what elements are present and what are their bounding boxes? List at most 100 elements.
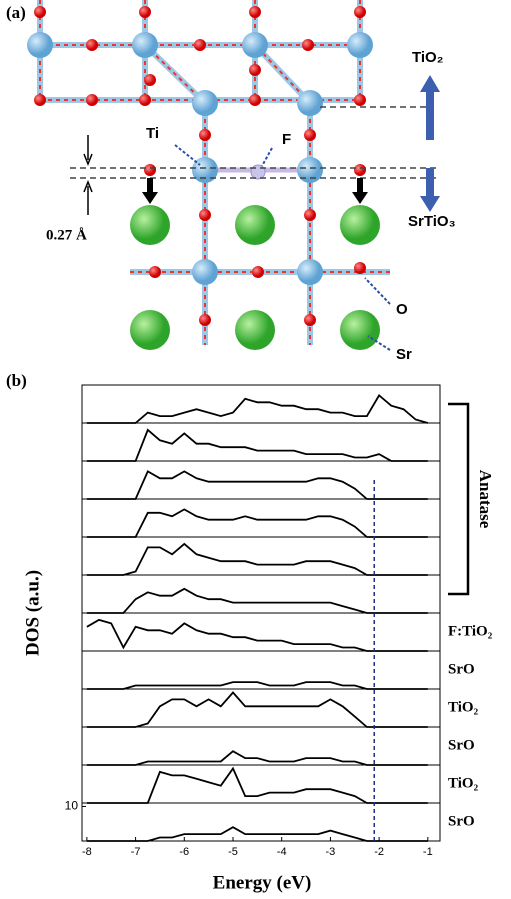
x-tick-label: -2 bbox=[374, 846, 384, 858]
f-atom bbox=[250, 164, 266, 180]
arrow bbox=[142, 178, 158, 204]
ti-atom bbox=[297, 259, 323, 285]
x-tick-label: -6 bbox=[179, 846, 189, 858]
o-atom bbox=[139, 94, 151, 106]
o-atom bbox=[302, 39, 314, 51]
sr-atom bbox=[130, 310, 170, 350]
arrow bbox=[420, 168, 440, 212]
ti-atom bbox=[27, 32, 53, 58]
series-label: TiO₂ bbox=[448, 699, 479, 715]
dos-line bbox=[86, 766, 428, 804]
dos-line bbox=[86, 750, 428, 766]
o-atom bbox=[194, 39, 206, 51]
shift-label: 0.27 Å bbox=[46, 227, 87, 243]
series-label: TiO₂ bbox=[448, 775, 479, 791]
ti-atom bbox=[192, 90, 218, 116]
o-atom bbox=[34, 6, 46, 18]
panel-frame bbox=[81, 536, 441, 576]
dos-line bbox=[86, 618, 428, 652]
atom-label: O bbox=[396, 301, 408, 318]
pointer bbox=[261, 147, 273, 167]
x-tick-label: -7 bbox=[131, 846, 141, 858]
panel-frame bbox=[81, 460, 441, 500]
panel-label: (b) bbox=[6, 371, 27, 390]
o-atom bbox=[149, 266, 161, 278]
series-label: SrO bbox=[448, 813, 475, 829]
sr-atom bbox=[340, 310, 380, 350]
dos-line bbox=[86, 691, 428, 728]
crystal-structure bbox=[27, 0, 440, 351]
ti-atom bbox=[297, 157, 323, 183]
dos-line bbox=[86, 587, 428, 614]
arrow bbox=[352, 178, 368, 204]
x-tick-label: -1 bbox=[423, 846, 433, 858]
ti-atom bbox=[192, 259, 218, 285]
o-atom bbox=[86, 94, 98, 106]
ti-atom bbox=[242, 32, 268, 58]
panel-frame bbox=[81, 802, 441, 842]
o-atom bbox=[304, 209, 316, 221]
panel-frame bbox=[81, 612, 441, 652]
o-atom bbox=[354, 94, 366, 106]
arrow bbox=[83, 135, 93, 215]
panel-frame bbox=[81, 764, 441, 804]
arrow bbox=[420, 75, 440, 140]
bond bbox=[254, 44, 311, 104]
panel-frame bbox=[81, 574, 441, 614]
series-label: F:TiO₂ bbox=[448, 623, 493, 639]
o-atom bbox=[304, 129, 316, 141]
y-axis-label: DOS (a.u.) bbox=[22, 570, 43, 656]
o-atom bbox=[354, 164, 366, 176]
x-axis-label: Energy (eV) bbox=[213, 872, 312, 893]
pointer bbox=[367, 335, 391, 351]
bond bbox=[144, 44, 206, 104]
o-atom bbox=[249, 6, 261, 18]
ti-atom bbox=[132, 32, 158, 58]
panel-frame bbox=[81, 688, 441, 728]
group-label: Anatase bbox=[476, 470, 495, 529]
o-atom bbox=[354, 262, 366, 274]
o-atom bbox=[304, 314, 316, 326]
x-tick-label: -4 bbox=[277, 846, 287, 858]
o-atom bbox=[144, 164, 156, 176]
dos-line bbox=[86, 508, 428, 538]
sr-atom bbox=[130, 205, 170, 245]
o-atom bbox=[86, 39, 98, 51]
o-atom bbox=[144, 74, 156, 86]
panel-frame bbox=[81, 384, 441, 424]
pointer bbox=[364, 277, 391, 305]
o-atom bbox=[354, 6, 366, 18]
panel-frame bbox=[81, 422, 441, 462]
o-atom bbox=[199, 129, 211, 141]
sr-atom bbox=[235, 205, 275, 245]
ti-atom bbox=[297, 90, 323, 116]
ti-atom bbox=[192, 157, 218, 183]
o-atom bbox=[249, 94, 261, 106]
dos-line bbox=[86, 826, 428, 842]
series-label: SrO bbox=[448, 737, 475, 753]
panel-label: (a) bbox=[6, 3, 26, 22]
o-atom bbox=[139, 6, 151, 18]
ti-atom bbox=[347, 32, 373, 58]
o-atom bbox=[199, 314, 211, 326]
x-tick-label: -8 bbox=[82, 846, 92, 858]
layer-label: TiO₂ bbox=[412, 49, 443, 66]
x-tick-label: -3 bbox=[326, 846, 336, 858]
pointer bbox=[174, 144, 201, 166]
series-label: SrO bbox=[448, 661, 475, 677]
dos-plot: F:TiO₂ SrO TiO₂ SrO TiO₂ SrO -8 -7 -6 -5 -4 -3 -2 -1 1… bbox=[65, 384, 495, 858]
sr-atom bbox=[235, 310, 275, 350]
dos-line bbox=[86, 428, 428, 462]
panel-frame bbox=[81, 498, 441, 538]
o-atom bbox=[34, 94, 46, 106]
dos-line bbox=[86, 542, 428, 576]
sr-atom bbox=[340, 205, 380, 245]
x-tick-label: -5 bbox=[228, 846, 238, 858]
bracket bbox=[448, 402, 470, 596]
dos-line bbox=[86, 470, 428, 500]
y-tick-label: 10 bbox=[65, 799, 79, 813]
o-atom bbox=[249, 64, 261, 76]
atom-label: Ti bbox=[146, 125, 159, 142]
atom-label: Sr bbox=[396, 346, 412, 363]
